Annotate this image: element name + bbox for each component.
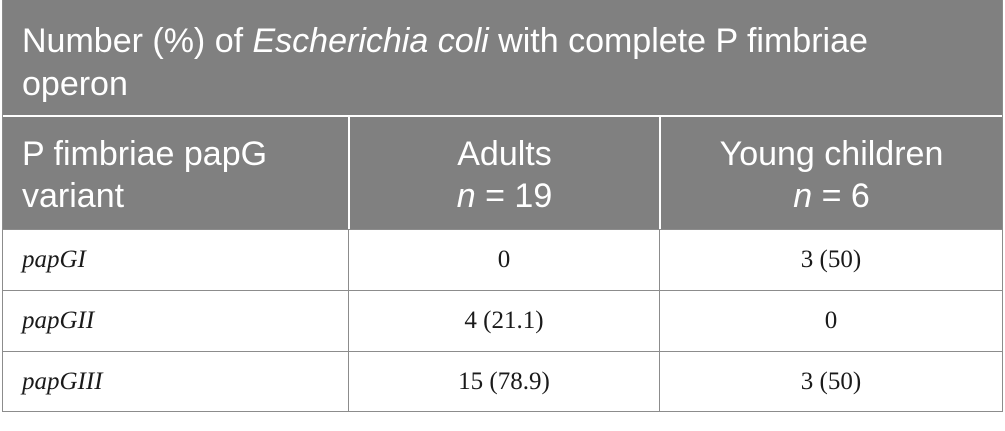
table-row: papGIII 15 (78.9) 3 (50) — [3, 351, 1002, 412]
cell-variant: papGI — [22, 246, 86, 273]
header-children-n-value: = 6 — [812, 177, 870, 215]
header-adults: Adults n = 19 — [348, 117, 659, 229]
cell-adults: 15 (78.9) — [348, 352, 659, 412]
cell-variant: papGIII — [22, 368, 103, 395]
table-row: papGII 4 (21.1) 0 — [3, 290, 1002, 351]
header-children: Young children n = 6 — [659, 117, 1002, 229]
cell-adults: 0 — [348, 230, 659, 290]
header-adults-n-value: = 19 — [475, 177, 553, 215]
header-children-n-symbol: n — [793, 177, 813, 215]
cell-children: 3 (50) — [659, 230, 1002, 290]
caption-prefix: Number (%) of — [22, 22, 253, 60]
cell-adults: 4 (21.1) — [348, 291, 659, 351]
header-adults-n-symbol: n — [456, 177, 476, 215]
cell-children: 3 (50) — [659, 352, 1002, 412]
table-caption-row: Number (%) of Escherichia coli with comp… — [3, 0, 1002, 117]
table-row: papGI 0 3 (50) — [3, 229, 1002, 290]
caption-suffix: with complete P fimbriae operon — [22, 22, 868, 103]
header-variant: P fimbriae papG variant — [3, 117, 348, 229]
header-variant-line-2: variant — [22, 177, 125, 215]
header-adults-n: n = 19 — [350, 175, 659, 217]
caption-organism: Escherichia coli — [252, 22, 489, 60]
table-header-row: P fimbriae papG variant Adults n = 19 Yo… — [3, 117, 1002, 229]
header-variant-line-1: P fimbriae papG — [22, 135, 268, 173]
cell-children: 0 — [659, 291, 1002, 351]
table-caption: Number (%) of Escherichia coli with comp… — [22, 20, 982, 106]
header-adults-label: Adults — [457, 135, 552, 173]
header-children-n: n = 6 — [661, 175, 1002, 217]
header-children-label: Young children — [719, 135, 944, 173]
data-table: Number (%) of Escherichia coli with comp… — [2, 0, 1003, 412]
cell-variant: papGII — [22, 307, 95, 334]
